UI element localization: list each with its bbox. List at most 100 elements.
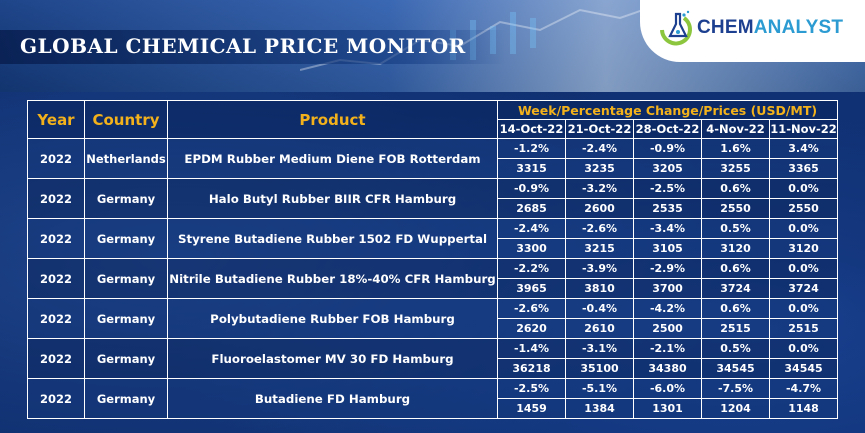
- cell-percent-change: 0.6%: [701, 258, 770, 279]
- cell-country: Germany: [84, 298, 168, 339]
- cell-percent-change: 0.0%: [768, 218, 839, 239]
- cell-price: 34545: [701, 358, 770, 379]
- flask-chart-icon: [660, 10, 692, 46]
- cell-price: 2620: [497, 318, 566, 339]
- cell-price: 2515: [701, 318, 770, 339]
- cell-price: 1459: [497, 398, 566, 419]
- cell-price: 35100: [565, 358, 634, 379]
- cell-year: 2022: [27, 218, 85, 259]
- cell-percent-change: 0.0%: [768, 178, 839, 199]
- cell-country: Germany: [84, 258, 168, 299]
- cell-percent-change: -3.9%: [565, 258, 634, 279]
- cell-percent-change: -2.1%: [633, 338, 702, 359]
- cell-percent-change: 0.0%: [768, 338, 839, 359]
- cell-product: Styrene Butadiene Rubber 1502 FD Wuppert…: [167, 218, 498, 259]
- cell-percent-change: -2.2%: [497, 258, 566, 279]
- header-date: 21-Oct-22: [565, 119, 634, 139]
- cell-price: 34380: [633, 358, 702, 379]
- cell-percent-change: -2.5%: [497, 378, 566, 399]
- cell-price: 1204: [701, 398, 770, 419]
- cell-percent-change: 0.6%: [701, 178, 770, 199]
- cell-product: Halo Butyl Rubber BIIR CFR Hamburg: [167, 178, 498, 219]
- cell-product: Fluoroelastomer MV 30 FD Hamburg: [167, 338, 498, 379]
- cell-price: 1384: [565, 398, 634, 419]
- table-row: 2022 Germany Styrene Butadiene Rubber 1502…: [27, 218, 839, 259]
- cell-country: Germany: [84, 178, 168, 219]
- cell-price: 3365: [768, 158, 839, 179]
- table-row: 3315 3235 3205 3255 3365: [28, 158, 839, 179]
- cell-percent-change: -2.5%: [633, 178, 702, 199]
- cell-product: Polybutadiene Rubber FOB Hamburg: [167, 298, 498, 339]
- table-row: 2022 Germany Fluoroelastomer MV 30 FD Hamb…: [27, 338, 839, 379]
- cell-price: 34545: [768, 358, 839, 379]
- cell-percent-change: -0.4%: [565, 298, 634, 319]
- cell-year: 2022: [27, 138, 85, 179]
- cell-percent-change: -2.6%: [497, 298, 566, 319]
- cell-price: 2550: [768, 198, 839, 219]
- cell-price: 1148: [768, 398, 839, 419]
- cell-percent-change: 0.6%: [701, 298, 770, 319]
- cell-percent-change: -6.0%: [633, 378, 702, 399]
- table-row: 2022 Germany Butadiene FD Hamburg -2.5% -5.1…: [27, 378, 839, 419]
- cell-percent-change: -4.7%: [768, 378, 839, 399]
- table-row: 2685 2600 2535 2550 2550: [28, 198, 839, 219]
- cell-price: 2515: [768, 318, 839, 339]
- table-row: 2022 Germany Polybutadiene Rubber FOB Hamb…: [27, 298, 839, 339]
- price-table: Year Country Product Week/Percentage Cha…: [27, 100, 839, 419]
- cell-price: 2610: [565, 318, 634, 339]
- cell-percent-change: -3.4%: [633, 218, 702, 239]
- cell-price: 2500: [633, 318, 702, 339]
- header-date: 11-Nov-22: [768, 119, 839, 139]
- cell-percent-change: -4.2%: [633, 298, 702, 319]
- cell-percent-change: -5.1%: [565, 378, 634, 399]
- cell-price: 2550: [701, 198, 770, 219]
- cell-percent-change: -3.1%: [565, 338, 634, 359]
- cell-price: 3700: [633, 278, 702, 299]
- cell-year: 2022: [27, 178, 85, 219]
- cell-percent-change: -0.9%: [497, 178, 566, 199]
- cell-price: 3205: [633, 158, 702, 179]
- header-date: 4-Nov-22: [701, 119, 770, 139]
- cell-percent-change: 0.0%: [768, 298, 839, 319]
- cell-percent-change: 0.0%: [768, 258, 839, 279]
- cell-country: Germany: [84, 218, 168, 259]
- logo-text-chem: CHEM: [697, 17, 754, 38]
- cell-price: 2685: [497, 198, 566, 219]
- logo-text-analyst: ANALYST: [753, 17, 844, 38]
- cell-country: Netherlands: [84, 138, 168, 179]
- table-row: 2022 Germany Halo Butyl Rubber BIIR CFR Ha…: [27, 178, 839, 219]
- cell-percent-change: -1.4%: [497, 338, 566, 359]
- table-row: 3965 3810 3700 3724 3724: [28, 278, 839, 299]
- table-row: 2022 Netherlands EPDM Rubber Medium Diene …: [27, 138, 839, 179]
- cell-price: 36218: [497, 358, 566, 379]
- cell-percent-change: -7.5%: [701, 378, 770, 399]
- cell-price: 3810: [565, 278, 634, 299]
- table-row: 1459 1384 1301 1204 1148: [28, 398, 839, 419]
- table-row: 2620 2610 2500 2515 2515: [28, 318, 839, 339]
- cell-percent-change: 3.4%: [768, 138, 839, 159]
- cell-year: 2022: [27, 338, 85, 379]
- cell-price: 3235: [565, 158, 634, 179]
- cell-price: 3300: [497, 238, 566, 259]
- header-country: Country: [84, 100, 168, 139]
- title-bar: [0, 30, 505, 64]
- cell-price: 3120: [768, 238, 839, 259]
- cell-product: Butadiene FD Hamburg: [167, 378, 498, 419]
- cell-price: 3255: [701, 158, 770, 179]
- cell-percent-change: -0.9%: [633, 138, 702, 159]
- cell-price: 3315: [497, 158, 566, 179]
- cell-percent-change: 0.5%: [701, 338, 770, 359]
- cell-country: Germany: [84, 378, 168, 419]
- cell-price: 2600: [565, 198, 634, 219]
- cell-year: 2022: [27, 298, 85, 339]
- header-year: Year: [27, 100, 85, 139]
- cell-price: 2535: [633, 198, 702, 219]
- cell-price: 1301: [633, 398, 702, 419]
- page-title: GLOBAL CHEMICAL PRICE MONITOR: [20, 34, 466, 58]
- header-product: Product: [167, 100, 498, 139]
- cell-percent-change: 0.5%: [701, 218, 770, 239]
- cell-country: Germany: [84, 338, 168, 379]
- cell-product: Nitrile Butadiene Rubber 18%-40% CFR Ham…: [167, 258, 498, 299]
- cell-percent-change: -2.9%: [633, 258, 702, 279]
- cell-price: 3724: [701, 278, 770, 299]
